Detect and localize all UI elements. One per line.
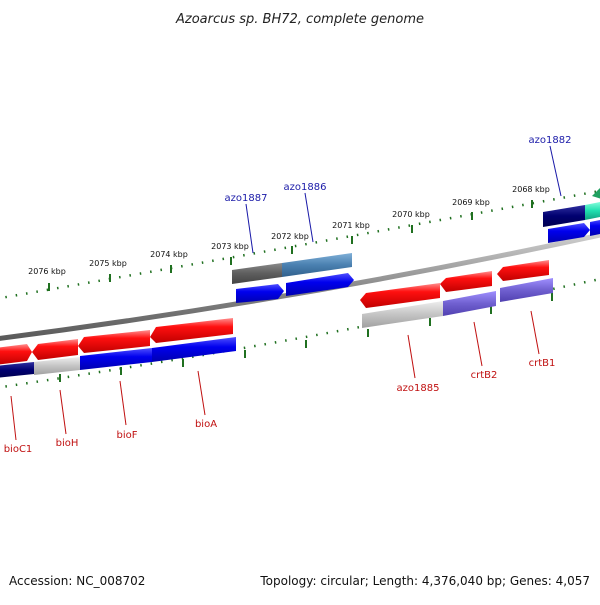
- right-gene-cluster: [360, 260, 553, 328]
- bottom-gene-labels: bioC1 bioH bioF bioA azo1885 crtB2 crtB1: [4, 310, 556, 455]
- tick-label-2070: 2070 kbp: [392, 210, 430, 219]
- crtB2-cds[interactable]: [440, 271, 492, 292]
- azo1887-leader-line: [245, 203, 254, 254]
- label-bioF[interactable]: bioF: [117, 430, 138, 441]
- label-azo1882[interactable]: azo1882: [529, 135, 572, 146]
- bioH-gene[interactable]: [34, 357, 80, 375]
- left-gene-cluster: [0, 318, 236, 378]
- label-bioC1[interactable]: bioC1: [4, 444, 33, 455]
- bioH-leader-line: [59, 389, 67, 435]
- label-azo1886[interactable]: azo1886: [284, 182, 327, 193]
- bioA-leader-line: [197, 370, 206, 416]
- crtB2-leader-line: [473, 321, 483, 367]
- far-right-gene-cluster: [543, 188, 600, 243]
- azo1885-gene[interactable]: [362, 301, 443, 328]
- top-gene-labels: azo1887 azo1886 azo1882: [225, 135, 572, 254]
- bioC1-gene[interactable]: [0, 362, 34, 378]
- crtB2-gene[interactable]: [443, 291, 496, 316]
- label-azo1885[interactable]: azo1885: [397, 383, 440, 394]
- azo1885-leader-line: [407, 334, 416, 379]
- azo1886-gene[interactable]: [286, 273, 354, 296]
- tick-label-2076: 2076 kbp: [28, 267, 66, 276]
- azo1882-feature[interactable]: [543, 205, 585, 227]
- label-azo1887[interactable]: azo1887: [225, 193, 268, 204]
- tick-label-2073: 2073 kbp: [211, 242, 249, 251]
- scale-tick-2068: 2068 kbp: [512, 185, 550, 208]
- tick-label-2069: 2069 kbp: [452, 198, 490, 207]
- middle-gene-cluster: [232, 253, 354, 303]
- upper-scale-track: 2076 kbp 2075 kbp 2074 kbp 2073 kbp 2072…: [0, 185, 600, 300]
- topology-text: Topology: circular; Length: 4,376,040 bp…: [260, 574, 590, 588]
- label-crtB1[interactable]: crtB1: [529, 358, 556, 369]
- tick-label-2072: 2072 kbp: [271, 232, 309, 241]
- crtB1-cds[interactable]: [497, 260, 549, 281]
- bioH-cds[interactable]: [32, 339, 78, 360]
- scale-tick-2073: 2073 kbp: [211, 242, 249, 265]
- azo1885-cds[interactable]: [360, 283, 440, 308]
- bioF-cds[interactable]: [78, 330, 150, 353]
- scale-tick-2071: 2071 kbp: [332, 221, 370, 244]
- crtB1-leader-line: [530, 310, 540, 355]
- azo1886-leader-line: [304, 192, 314, 243]
- scale-tick-2070: 2070 kbp: [392, 210, 430, 233]
- scale-tick-2074: 2074 kbp: [150, 250, 188, 273]
- scale-tick-2076: 2076 kbp: [28, 267, 66, 291]
- azo1882-gene[interactable]: [548, 223, 590, 243]
- crtB1-gene[interactable]: [500, 278, 553, 302]
- azo1886-feature[interactable]: [282, 253, 352, 277]
- azo1882-neighbor-gene[interactable]: [590, 219, 600, 236]
- bioC1-leader-line: [10, 395, 17, 441]
- azo1887-gene[interactable]: [236, 284, 284, 303]
- label-bioH[interactable]: bioH: [56, 438, 79, 449]
- label-bioA[interactable]: bioA: [195, 419, 217, 430]
- bioA-cds[interactable]: [150, 318, 233, 343]
- azo1882-leader-line: [549, 145, 562, 197]
- scale-tick-2072: 2072 kbp: [271, 232, 309, 254]
- accession-text: Accession: NC_008702: [9, 574, 146, 588]
- bioC1-cds[interactable]: [0, 344, 32, 365]
- tick-label-2075: 2075 kbp: [89, 259, 127, 268]
- bioA-gene[interactable]: [152, 337, 236, 362]
- tick-label-2068: 2068 kbp: [512, 185, 550, 194]
- azo1882-neighbor-feature[interactable]: [585, 201, 600, 220]
- edge-feature: [592, 188, 600, 199]
- tick-label-2071: 2071 kbp: [332, 221, 370, 230]
- lower-scale-track: [0, 277, 600, 389]
- label-crtB2[interactable]: crtB2: [471, 370, 498, 381]
- bioF-gene[interactable]: [80, 348, 152, 370]
- scale-tick-2069: 2069 kbp: [452, 198, 490, 220]
- bioF-leader-line: [119, 380, 127, 426]
- map-title: Azoarcus sp. BH72, complete genome: [175, 12, 424, 27]
- scale-tick-2075: 2075 kbp: [89, 259, 127, 282]
- tick-label-2074: 2074 kbp: [150, 250, 188, 259]
- azo1887-feature[interactable]: [232, 263, 282, 284]
